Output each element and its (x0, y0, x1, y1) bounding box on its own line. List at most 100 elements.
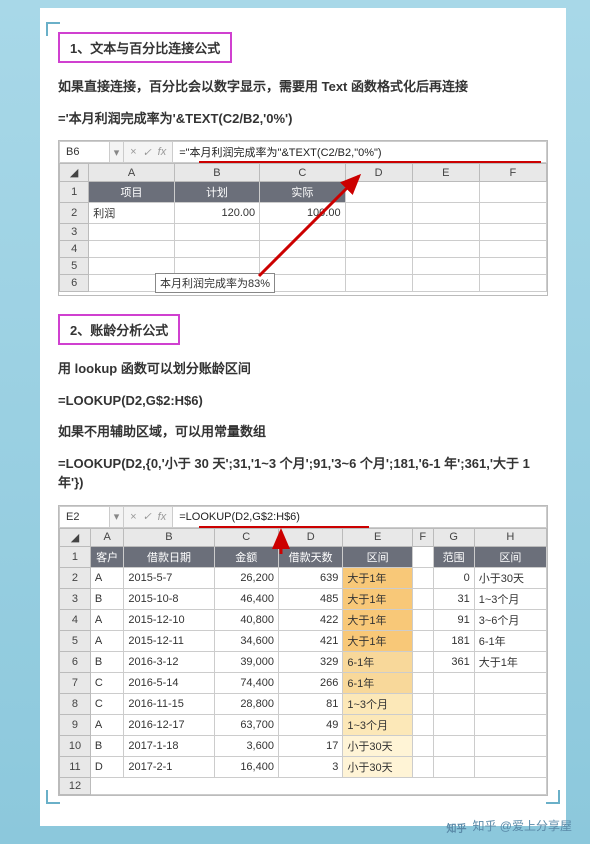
cell[interactable]: 63,700 (214, 714, 278, 735)
cell[interactable]: 范围 (433, 546, 474, 567)
cell[interactable]: 3~6个月 (474, 609, 546, 630)
cell[interactable]: 计划 (174, 182, 259, 203)
cell[interactable]: 266 (278, 672, 342, 693)
cell[interactable]: 485 (278, 588, 342, 609)
col-header[interactable]: A (90, 528, 123, 546)
row-header[interactable]: 12 (60, 777, 91, 794)
cell[interactable]: 借款日期 (124, 546, 214, 567)
cell[interactable] (412, 693, 433, 714)
cell[interactable]: 2016-11-15 (124, 693, 214, 714)
cell[interactable]: 小于30天 (474, 567, 546, 588)
cell[interactable]: C (90, 693, 123, 714)
row-header[interactable]: 4 (60, 241, 89, 258)
col-header[interactable]: E (412, 164, 479, 182)
cell[interactable] (474, 693, 546, 714)
cell[interactable]: B (90, 735, 123, 756)
cell[interactable]: 34,600 (214, 630, 278, 651)
cell[interactable] (412, 735, 433, 756)
cell[interactable]: 大于1年 (343, 588, 413, 609)
cell[interactable] (433, 714, 474, 735)
row-header[interactable]: 6 (60, 275, 89, 292)
cell[interactable]: 大于1年 (343, 609, 413, 630)
cell[interactable]: 2015-10-8 (124, 588, 214, 609)
cell[interactable]: 46,400 (214, 588, 278, 609)
cell[interactable]: 100.00 (260, 203, 345, 224)
cell[interactable]: 小于30天 (343, 735, 413, 756)
cell[interactable]: 客户 (90, 546, 123, 567)
col-header[interactable]: A (89, 164, 174, 182)
cell[interactable] (412, 651, 433, 672)
col-header[interactable]: D (345, 164, 412, 182)
cell[interactable]: 421 (278, 630, 342, 651)
cell[interactable]: 1~3个月 (343, 714, 413, 735)
cell[interactable]: 422 (278, 609, 342, 630)
cell[interactable]: A (90, 714, 123, 735)
cell[interactable]: 大于1年 (343, 630, 413, 651)
corner-cell[interactable]: ◢ (60, 528, 91, 546)
cell[interactable] (479, 182, 546, 203)
cell[interactable]: C (90, 672, 123, 693)
cell[interactable]: 639 (278, 567, 342, 588)
cell[interactable]: 区间 (343, 546, 413, 567)
cell[interactable]: 2015-5-7 (124, 567, 214, 588)
row-header[interactable]: 1 (60, 546, 91, 567)
cell[interactable]: 利润 (89, 203, 174, 224)
cell[interactable]: A (90, 630, 123, 651)
cell[interactable]: 2017-2-1 (124, 756, 214, 777)
row-header[interactable]: 3 (60, 588, 91, 609)
cell[interactable]: 大于1年 (343, 567, 413, 588)
cell[interactable]: 区间 (474, 546, 546, 567)
row-header[interactable]: 3 (60, 224, 89, 241)
col-header[interactable]: H (474, 528, 546, 546)
cell[interactable]: 74,400 (214, 672, 278, 693)
cell[interactable]: 361 (433, 651, 474, 672)
cell[interactable] (474, 672, 546, 693)
col-header[interactable]: C (260, 164, 345, 182)
cell[interactable]: 实际 (260, 182, 345, 203)
cell[interactable] (412, 630, 433, 651)
cell[interactable] (412, 588, 433, 609)
row-header[interactable]: 5 (60, 630, 91, 651)
cell[interactable] (345, 182, 412, 203)
cell[interactable]: 小于30天 (343, 756, 413, 777)
dropdown-icon[interactable]: ▾ (110, 507, 124, 527)
col-header[interactable]: F (479, 164, 546, 182)
cell[interactable]: 大于1年 (474, 651, 546, 672)
cell[interactable] (345, 203, 412, 224)
col-header[interactable]: D (278, 528, 342, 546)
cell[interactable]: 6-1年 (343, 651, 413, 672)
check-icon[interactable]: ✓ (142, 146, 151, 159)
cell[interactable]: 81 (278, 693, 342, 714)
col-header[interactable]: B (124, 528, 214, 546)
cancel-icon[interactable]: × (130, 511, 136, 523)
cell[interactable]: 2016-3-12 (124, 651, 214, 672)
col-header[interactable]: B (174, 164, 259, 182)
cell[interactable]: 3,600 (214, 735, 278, 756)
formula-input[interactable]: =LOOKUP(D2,G$2:H$6) (173, 507, 546, 527)
cell[interactable] (433, 735, 474, 756)
cell[interactable] (433, 693, 474, 714)
row-header[interactable]: 10 (60, 735, 91, 756)
cell[interactable]: 3 (278, 756, 342, 777)
cell[interactable]: 2015-12-10 (124, 609, 214, 630)
cell[interactable] (479, 203, 546, 224)
cell[interactable] (412, 567, 433, 588)
cell[interactable] (474, 714, 546, 735)
formula-input[interactable]: ="本月利润完成率为"&TEXT(C2/B2,"0%") (173, 142, 546, 162)
row-header[interactable]: 4 (60, 609, 91, 630)
cell[interactable] (412, 756, 433, 777)
row-header[interactable]: 2 (60, 203, 89, 224)
cell[interactable]: 6-1年 (343, 672, 413, 693)
row-header[interactable]: 9 (60, 714, 91, 735)
cell[interactable]: 181 (433, 630, 474, 651)
cell[interactable] (433, 756, 474, 777)
cell[interactable]: A (90, 567, 123, 588)
cell[interactable]: 17 (278, 735, 342, 756)
cell[interactable]: B (90, 651, 123, 672)
cell[interactable]: 1~3个月 (474, 588, 546, 609)
cell[interactable]: B (90, 588, 123, 609)
cell[interactable]: 49 (278, 714, 342, 735)
cell[interactable]: 329 (278, 651, 342, 672)
cell[interactable]: 0 (433, 567, 474, 588)
cell-reference-box[interactable]: E2 (60, 507, 110, 527)
